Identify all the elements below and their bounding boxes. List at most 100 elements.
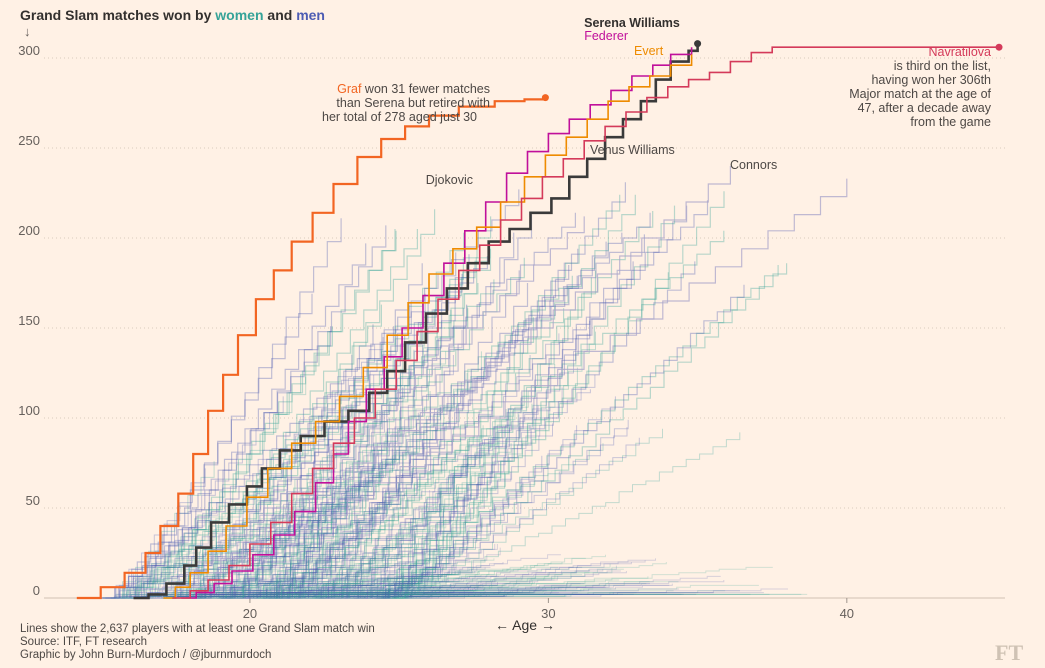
background-player-line	[370, 583, 585, 599]
background-player-line	[122, 577, 485, 599]
background-player-line	[196, 324, 374, 599]
background-player-line	[335, 592, 534, 599]
labeled-line-venus-williams	[154, 166, 731, 599]
series-line-navratilova	[172, 46, 999, 599]
background-player-line	[249, 373, 468, 599]
y-tick-0: 0	[33, 583, 40, 598]
background-player-line	[262, 360, 404, 599]
djokovic-label: Djokovic	[426, 173, 473, 187]
background-player-line	[137, 535, 260, 599]
background-player-line	[123, 586, 509, 599]
background-player-line	[103, 593, 437, 599]
navratilova-annotation-line3: Major match at the age of	[849, 87, 991, 101]
background-player-line	[114, 592, 473, 599]
background-player-line	[376, 463, 549, 599]
background-player-line	[103, 556, 226, 599]
background-player-line	[132, 590, 363, 599]
series-end-dot-serena-williams	[694, 40, 702, 48]
background-player-line	[259, 518, 451, 599]
background-player-line	[325, 535, 423, 599]
background-player-line	[383, 284, 745, 599]
background-player-line	[395, 590, 726, 599]
background-player-line	[358, 387, 563, 599]
background-player-line	[217, 475, 342, 599]
background-player-line	[193, 593, 434, 599]
background-player-line	[263, 409, 548, 599]
background-player-line	[256, 248, 492, 599]
background-player-line	[106, 515, 203, 599]
background-player-line	[133, 385, 363, 599]
background-player-line	[164, 344, 376, 599]
background-player-line	[243, 556, 383, 599]
background-player-line	[384, 473, 506, 599]
background-player-line	[161, 304, 382, 599]
background-player-line	[352, 593, 684, 599]
background-player-line	[116, 566, 559, 599]
background-player-line	[187, 209, 436, 599]
background-player-line	[285, 593, 468, 599]
background-player-line	[369, 592, 637, 599]
background-player-line	[270, 403, 533, 599]
y-tick-250: 250	[18, 133, 40, 148]
background-player-line	[385, 425, 578, 599]
background-player-line	[173, 593, 561, 599]
background-player-line	[125, 376, 307, 599]
background-player-line	[290, 409, 507, 599]
background-player-line	[257, 551, 350, 599]
background-player-line	[121, 593, 440, 599]
background-player-line	[386, 584, 670, 599]
background-player-line	[153, 588, 543, 599]
background-player-line	[384, 583, 451, 599]
background-player-line	[198, 579, 555, 599]
background-player-line	[278, 295, 456, 599]
background-player-line	[159, 562, 216, 599]
background-player-line	[191, 590, 336, 599]
background-player-line	[270, 529, 363, 599]
background-player-line	[113, 502, 219, 599]
series-line-graf	[76, 97, 547, 600]
background-player-line	[309, 593, 682, 599]
background-player-line	[368, 589, 449, 599]
background-player-line	[264, 572, 416, 599]
background-player-line	[102, 544, 220, 599]
background-player-line	[131, 586, 564, 599]
background-player-line	[380, 562, 667, 599]
background-player-line	[392, 592, 614, 599]
labeled-line-djokovic	[145, 216, 585, 599]
background-player-line	[138, 229, 396, 599]
background-player-line	[263, 569, 590, 599]
background-player-line	[109, 461, 215, 599]
footer-credit: Graphic by John Burn-Murdoch / @jburnmur…	[20, 649, 271, 661]
background-player-line	[367, 593, 802, 599]
background-player-line	[226, 572, 432, 599]
graf-annotation-line2: than Serena but retired with	[336, 96, 490, 110]
background-player-line	[161, 536, 275, 599]
background-player-line	[304, 351, 482, 599]
background-player-line	[335, 583, 417, 599]
series-line-evert	[163, 54, 693, 599]
background-player-line	[267, 588, 612, 599]
background-player-line	[204, 586, 607, 599]
background-player-line	[242, 418, 397, 599]
background-player-line	[374, 593, 604, 599]
background-player-line	[262, 593, 482, 599]
background-player-line	[283, 549, 389, 599]
navratilova-label: Navratilova	[928, 45, 991, 59]
title-men: men	[296, 7, 325, 23]
background-player-line	[339, 593, 751, 599]
background-player-line	[372, 396, 616, 599]
background-player-line	[190, 441, 499, 599]
background-player-line	[389, 553, 447, 599]
background-player-line	[274, 524, 366, 599]
background-player-line	[111, 593, 458, 599]
background-player-line	[329, 364, 556, 599]
background-player-line	[116, 547, 199, 599]
y-axis-arrow: ↓	[24, 24, 31, 39]
background-player-line	[214, 495, 392, 599]
background-player-line	[240, 590, 674, 599]
background-player-line	[162, 229, 418, 599]
background-player-line	[300, 443, 604, 599]
background-player-line	[351, 544, 496, 599]
navratilova-annotation-line4: 47, after a decade away	[858, 101, 992, 115]
y-tick-200: 200	[18, 223, 40, 238]
